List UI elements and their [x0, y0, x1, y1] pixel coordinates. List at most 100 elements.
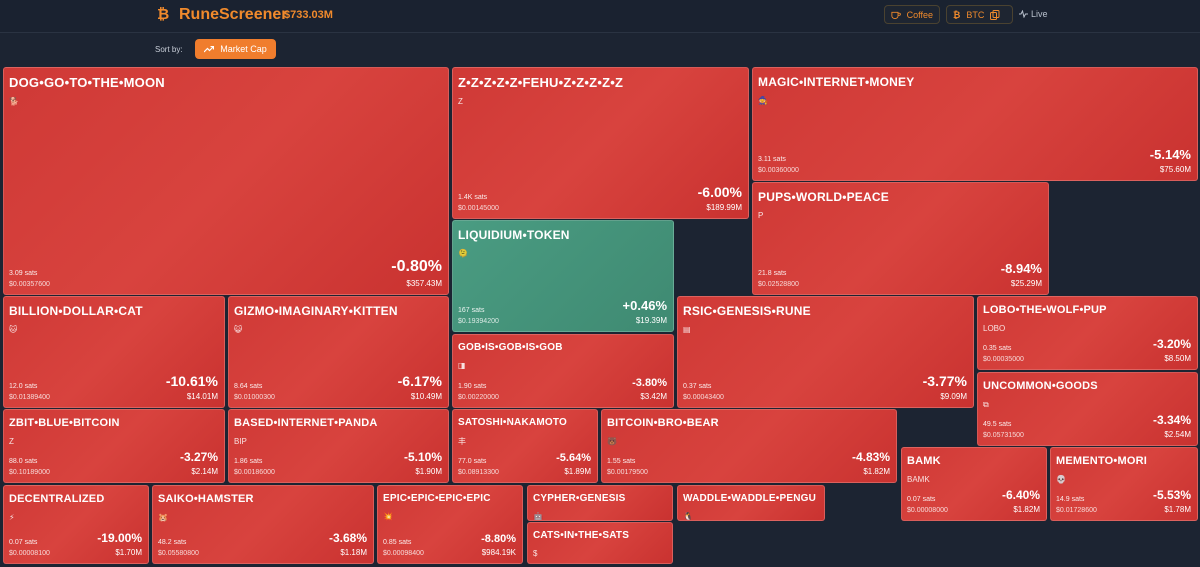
rune-name: UNCOMMON•GOODS [983, 380, 1098, 392]
rune-tile-satoshi-nakamoto[interactable]: SATOSHI•NAKAMOTO 丰 77.0 sats $0.08913300 -5.… [452, 409, 598, 483]
rune-market-cap: $14.01M [186, 392, 218, 401]
rune-symbol: 🐹 [158, 513, 168, 522]
bitcoin-icon: ₿ [953, 9, 961, 20]
rune-usd-price: $0.00186000 [234, 469, 275, 476]
rune-symbol: 丰 [458, 437, 466, 446]
rune-sats-price: 14.9 sats [1056, 496, 1085, 503]
rune-market-cap: $1.90M [415, 467, 442, 476]
rune-symbol: 💀 [1056, 475, 1066, 484]
rune-symbol: 💥 [383, 512, 393, 521]
currency-toggle[interactable]: ₿ BTC [946, 5, 1013, 24]
rune-sats-price: 49.5 sats [983, 421, 1012, 428]
rune-usd-price: $0.00145000 [458, 205, 499, 212]
copy-icon[interactable] [990, 9, 1000, 20]
rune-tile-zbit-blue-bitcoin[interactable]: ZBIT•BLUE•BITCOIN Z 88.0 sats $0.10189000 -3… [3, 409, 225, 483]
rune-change-percent: -3.27% [179, 450, 218, 464]
rune-market-cap: $1.70M [115, 548, 142, 557]
rune-symbol: BAMK [907, 475, 930, 484]
rune-market-cap: $1.82M [1013, 505, 1040, 514]
rune-tile-memento-mori[interactable]: MEMENTO•MORI 💀 14.9 sats $0.01728600 -5.53% $… [1050, 447, 1198, 521]
rune-usd-price: $0.00008100 [9, 550, 50, 557]
rune-change-percent: -4.83% [851, 450, 890, 464]
rune-usd-price: $0.05731500 [983, 432, 1024, 439]
rune-tile-lobo-the-wolf-pup[interactable]: LOBO•THE•WOLF•PUP LOBO 0.35 sats $0.0003500… [977, 296, 1198, 370]
rune-tile-epic-epic-epic-epic[interactable]: EPIC•EPIC•EPIC•EPIC 💥 0.85 sats $0.00098400… [377, 485, 523, 564]
rune-tile-waddle-waddle-pengu[interactable]: WADDLE•WADDLE•PENGU 🐧 [677, 485, 825, 521]
rune-usd-price: $0.08913300 [458, 469, 499, 476]
rune-sats-price: 21.8 sats [758, 270, 787, 277]
rune-name: BASED•INTERNET•PANDA [234, 417, 378, 429]
rune-symbol: Z [458, 97, 463, 106]
rune-symbol: 🐧 [683, 512, 693, 521]
rune-name: BAMK [907, 455, 941, 467]
rune-market-cap: $1.89M [564, 467, 591, 476]
rune-change-percent: -3.68% [328, 531, 367, 545]
rune-usd-price: $0.00098400 [383, 550, 424, 557]
rune-symbol: 😺 [234, 325, 243, 334]
rune-tile-pups-world-peace[interactable]: PUPS•WORLD•PEACE P 21.8 sats $0.02528800 -8.… [752, 182, 1049, 295]
rune-name: SAIKO•HAMSTER [158, 493, 254, 505]
rune-sats-price: 3.09 sats [9, 270, 38, 277]
rune-change-percent: -3.80% [632, 377, 667, 389]
rune-usd-price: $0.05580800 [158, 550, 199, 557]
rune-tile-dog-go-to-the-moon[interactable]: DOG•GO•TO•THE•MOON 🐕 3.09 sats $0.00357600 -… [3, 67, 449, 295]
rune-symbol: $ [533, 549, 538, 558]
rune-name: BILLION•DOLLAR•CAT [9, 304, 143, 318]
rune-usd-price: $0.00043400 [683, 394, 724, 401]
rune-sats-price: 1.86 sats [234, 458, 263, 465]
rune-tile-gizmo-imaginary-kitten[interactable]: GIZMO•IMAGINARY•KITTEN 😺 8.64 sats $0.01000… [228, 296, 449, 408]
rune-tile-liquidium-token[interactable]: LIQUIDIUM•TOKEN 🫠 167 sats $0.19394200 +0.46… [452, 220, 674, 332]
rune-symbol: 🐻 [607, 437, 617, 446]
rune-change-percent: -5.10% [403, 450, 442, 464]
rune-market-cap: $25.29M [1010, 279, 1042, 288]
total-market-cap: $733.03M [284, 9, 333, 21]
app-title[interactable]: RuneScreener [179, 6, 288, 23]
rune-name: EPIC•EPIC•EPIC•EPIC [383, 493, 491, 504]
rune-sats-price: 1.90 sats [458, 383, 487, 390]
rune-tile-saiko-hamster[interactable]: SAIKO•HAMSTER 🐹 48.2 sats $0.05580800 -3.68%… [152, 485, 374, 564]
rune-tile-rsic-genesis-rune[interactable]: RSIC•GENESIS•RUNE ▤ 0.37 sats $0.00043400 -3… [677, 296, 974, 408]
rune-usd-price: $0.01389400 [9, 394, 50, 401]
rune-tile-cypher-genesis[interactable]: CYPHER•GENESIS 🤖 [527, 485, 673, 521]
rune-market-cap: $2.54M [1164, 430, 1191, 439]
rune-symbol: 🧙 [758, 96, 768, 105]
rune-market-cap: $2.14M [191, 467, 218, 476]
currency-label: BTC [966, 9, 985, 20]
rune-tile-bamk[interactable]: BAMK BAMK 0.07 sats $0.00008000 -6.40% $1.82M [901, 447, 1047, 521]
rune-change-percent: -3.20% [1152, 337, 1191, 351]
rune-symbol: ▤ [683, 325, 691, 334]
pulse-icon [1019, 10, 1028, 18]
coffee-cup-icon [891, 11, 901, 19]
rune-change-percent: -0.80% [391, 258, 442, 275]
rune-usd-price: $0.01728600 [1056, 507, 1097, 514]
rune-market-cap: $984.19K [481, 548, 516, 557]
rune-name: LIQUIDIUM•TOKEN [458, 228, 570, 242]
rune-tile-gob-is-gob-is-gob[interactable]: GOB•IS•GOB•IS•GOB ◨ 1.90 sats $0.00220000 -3… [452, 334, 674, 408]
rune-tile-cats-in-the-sats[interactable]: CATS•IN•THE•SATS $ [527, 522, 673, 564]
rune-market-cap: $1.78M [1164, 505, 1191, 514]
rune-sats-price: 8.64 sats [234, 383, 263, 390]
rune-name: MAGIC•INTERNET•MONEY [758, 75, 915, 89]
rune-tile-uncommon-goods[interactable]: UNCOMMON•GOODS ⧉ 49.5 sats $0.05731500 -3.34… [977, 372, 1198, 446]
rune-name: DECENTRALIZED [9, 493, 105, 505]
rune-change-percent: -3.34% [1152, 413, 1191, 427]
rune-sats-price: 1.55 sats [607, 458, 636, 465]
rune-tile-magic-internet-money[interactable]: MAGIC•INTERNET•MONEY 🧙 3.11 sats $0.0036000… [752, 67, 1198, 181]
rune-sats-price: 48.2 sats [158, 539, 187, 546]
sort-market-cap-button[interactable]: Market Cap [195, 39, 276, 59]
rune-sats-price: 0.85 sats [383, 539, 412, 546]
rune-symbol: 🤖 [533, 512, 543, 521]
rune-change-percent: -6.40% [1001, 488, 1040, 502]
trending-up-icon [204, 45, 215, 52]
coffee-button[interactable]: Coffee [884, 5, 940, 24]
rune-name: LOBO•THE•WOLF•PUP [983, 304, 1107, 316]
rune-change-percent: -3.77% [922, 373, 967, 389]
rune-sats-price: 88.0 sats [9, 458, 38, 465]
rune-tile-based-internet-panda[interactable]: BASED•INTERNET•PANDA BIP 1.86 sats $0.00186… [228, 409, 449, 483]
rune-name: SATOSHI•NAKAMOTO [458, 417, 567, 428]
rune-tile-billion-dollar-cat[interactable]: BILLION•DOLLAR•CAT 🐱 12.0 sats $0.01389400 -… [3, 296, 225, 408]
rune-usd-price: $0.02528800 [758, 281, 799, 288]
rune-tile-decentralized[interactable]: DECENTRALIZED ⚡ 0.07 sats $0.00008100 -19.00… [3, 485, 149, 564]
rune-tile-z-z-z-z-z-fehu-z-z-z-z-z[interactable]: Z•Z•Z•Z•Z•FEHU•Z•Z•Z•Z•Z Z 1.4K sats $0.001… [452, 67, 749, 219]
rune-tile-bitcoin-bro-bear[interactable]: BITCOIN•BRO•BEAR 🐻 1.55 sats $0.00179500 -4.… [601, 409, 897, 483]
